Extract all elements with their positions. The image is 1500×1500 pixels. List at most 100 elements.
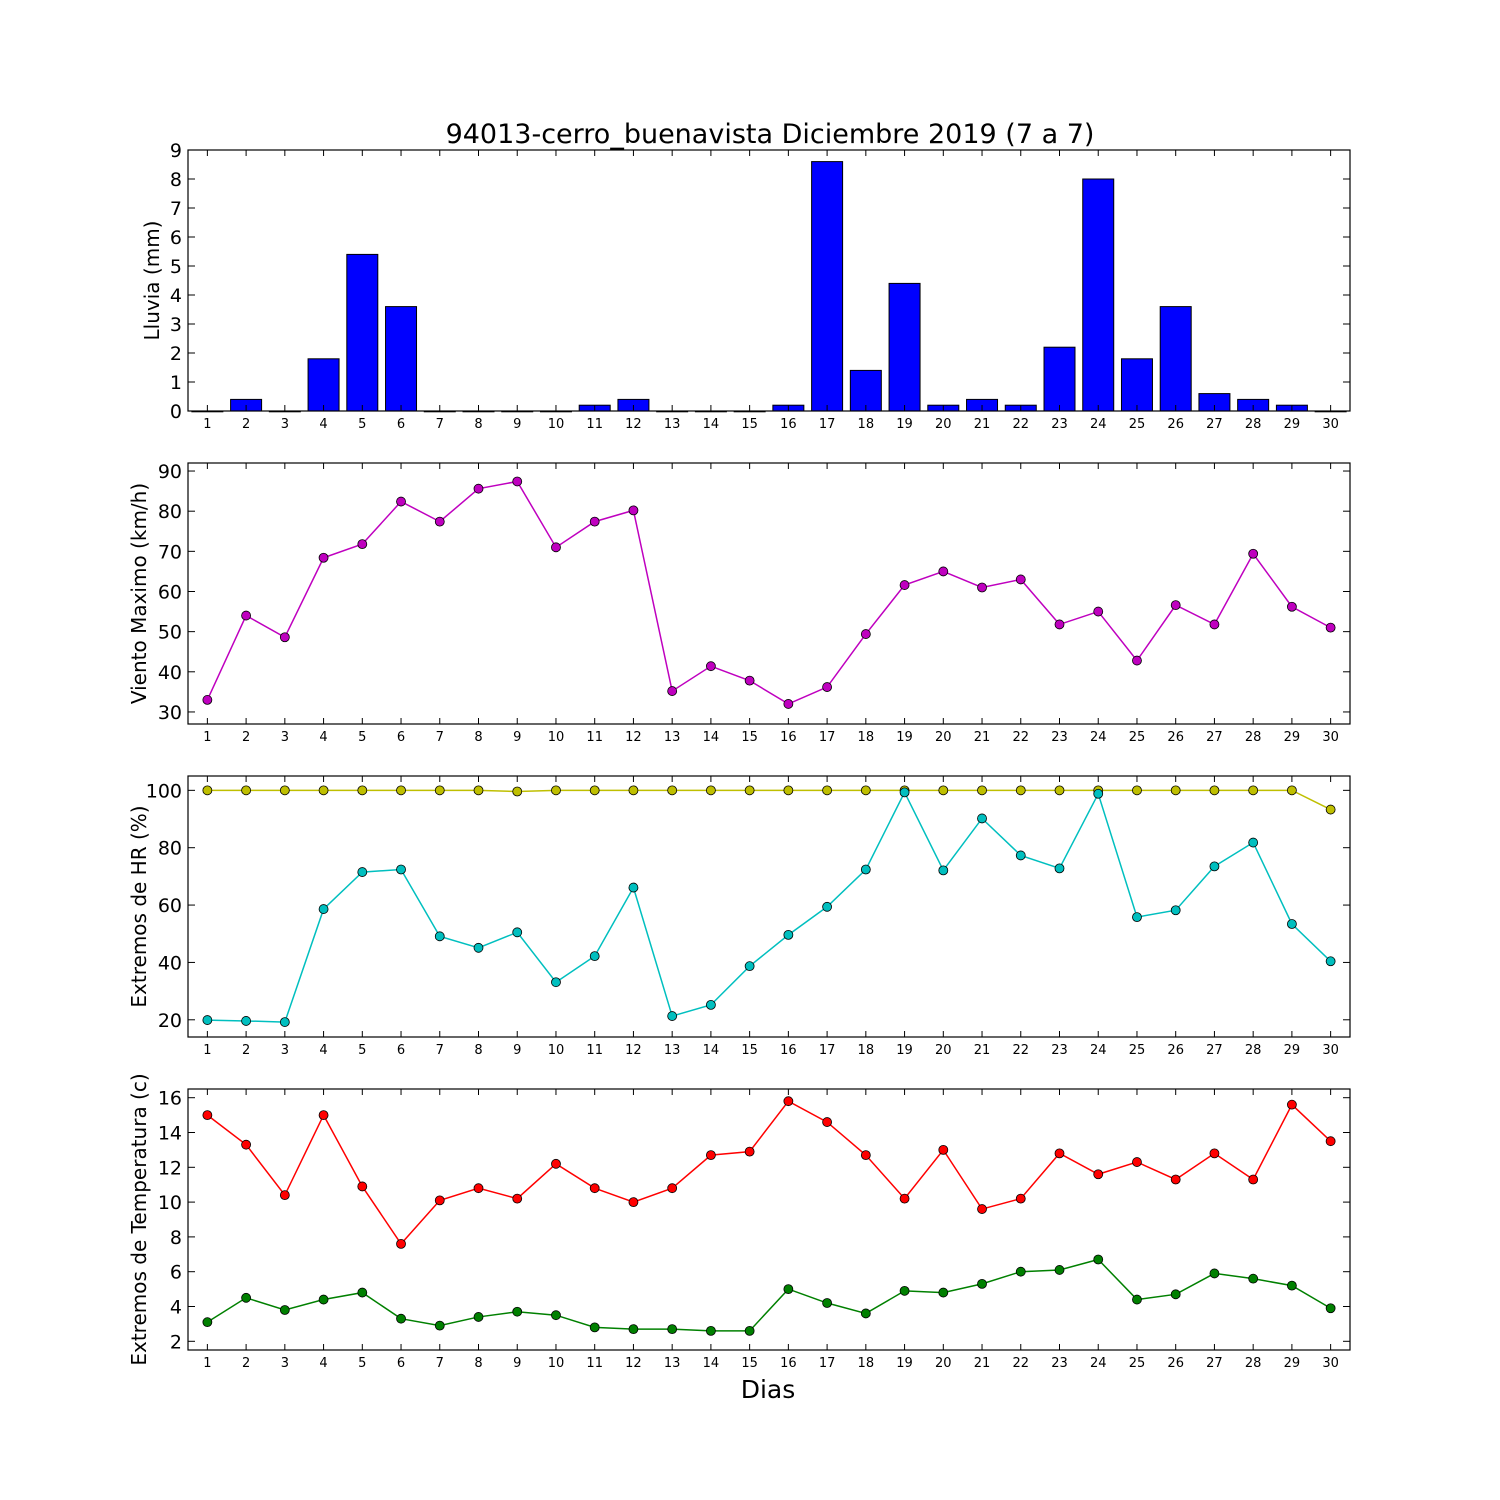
point-s2-day-22 [1015, 850, 1026, 861]
x-tick-label: 8 [474, 1356, 482, 1371]
point-s1-day-21 [977, 785, 987, 796]
point-s1-day-29 [1287, 1099, 1297, 1110]
bar-day-6 [385, 306, 418, 412]
x-tick-label: 26 [1167, 417, 1184, 432]
y-tick-label: 4 [170, 1297, 182, 1319]
y-axis-label: Extremos de Temperatura (c) [127, 1073, 151, 1365]
point-s1-day-26 [1170, 600, 1181, 611]
point-s2-day-7 [434, 931, 445, 942]
x-tick-label: 23 [1051, 417, 1068, 432]
point-s1-day-7 [434, 785, 445, 796]
x-tick-label: 16 [780, 730, 797, 745]
point-s1-day-30 [1325, 804, 1336, 815]
y-tick-label: 60 [158, 581, 182, 603]
x-tick-label: 1 [203, 1043, 211, 1058]
point-s2-day-9 [512, 927, 523, 938]
y-tick-label: 40 [158, 952, 182, 974]
x-tick-label: 11 [586, 1356, 603, 1371]
point-s1-day-6 [396, 496, 406, 507]
point-s1-day-13 [667, 686, 678, 696]
x-tick-label: 27 [1206, 1043, 1223, 1058]
point-s1-day-1 [202, 1110, 213, 1120]
x-tick-label: 12 [625, 1043, 642, 1058]
point-s1-day-23 [1054, 619, 1065, 630]
point-s1-day-15 [744, 785, 755, 796]
y-tick-label: 6 [170, 1262, 182, 1284]
point-s1-day-12 [628, 785, 639, 796]
point-s1-day-3 [279, 632, 290, 643]
point-s1-day-11 [589, 785, 600, 796]
x-tick-label: 23 [1051, 1356, 1068, 1371]
point-s2-day-28 [1248, 837, 1259, 848]
point-s2-day-4 [318, 1294, 329, 1305]
y-tick-label: 9 [170, 140, 182, 162]
x-tick-label: 8 [474, 1043, 482, 1058]
x-tick-label: 19 [896, 1356, 913, 1371]
point-s1-day-7 [434, 1195, 445, 1206]
point-s2-day-29 [1287, 919, 1297, 929]
point-s2-day-9 [512, 1306, 523, 1317]
y-tick-label: 3 [170, 314, 182, 336]
x-tick-label: 14 [703, 730, 720, 745]
point-s1-day-17 [822, 1117, 832, 1127]
point-s1-day-2 [241, 1139, 252, 1150]
x-tick-label: 12 [625, 730, 642, 745]
x-tick-label: 27 [1206, 1356, 1223, 1371]
point-s1-day-23 [1054, 785, 1065, 796]
x-tick-label: 15 [741, 1043, 758, 1058]
x-tick-label: 28 [1245, 1043, 1262, 1058]
point-s2-day-24 [1093, 788, 1104, 799]
point-s2-day-17 [822, 1298, 832, 1308]
x-tick-label: 11 [586, 417, 603, 432]
x-tick-label: 15 [741, 417, 758, 432]
point-s1-day-22 [1015, 785, 1026, 796]
point-s2-day-18 [860, 864, 871, 875]
y-tick-label: 4 [170, 285, 182, 307]
y-tick-label: 8 [170, 169, 182, 191]
point-s1-day-20 [938, 785, 949, 796]
point-s1-day-27 [1209, 785, 1220, 796]
point-s1-day-22 [1015, 1193, 1026, 1204]
y-tick-label: 60 [158, 895, 182, 917]
x-tick-label: 22 [1012, 730, 1029, 745]
y-tick-label: 6 [170, 227, 182, 249]
x-tick-label: 24 [1090, 417, 1107, 432]
point-s1-day-6 [396, 1238, 406, 1249]
x-tick-label: 25 [1129, 1043, 1146, 1058]
point-s1-day-4 [318, 785, 329, 796]
point-s2-day-14 [706, 999, 716, 1010]
x-tick-label: 8 [474, 730, 482, 745]
x-tick-label: 30 [1322, 1043, 1339, 1058]
point-s1-day-8 [473, 1183, 484, 1194]
point-s1-day-12 [628, 505, 639, 516]
point-s1-day-21 [977, 1204, 987, 1214]
point-s1-day-12 [628, 1197, 639, 1207]
point-s1-day-7 [434, 516, 445, 527]
point-s1-day-26 [1170, 785, 1181, 796]
point-s1-day-14 [706, 1150, 716, 1161]
x-tick-label: 18 [858, 1356, 875, 1371]
point-s2-day-25 [1132, 912, 1142, 923]
point-s1-day-28 [1248, 1174, 1259, 1185]
y-tick-label: 80 [158, 501, 182, 523]
y-tick-label: 70 [158, 541, 182, 563]
x-tick-label: 24 [1090, 1043, 1107, 1058]
x-tick-label: 5 [358, 417, 366, 432]
x-tick-label: 28 [1245, 417, 1262, 432]
y-axis-label: Extremos de HR (%) [127, 805, 151, 1007]
x-tick-label: 10 [548, 730, 565, 745]
y-tick-label: 16 [158, 1088, 182, 1110]
x-tick-label: 9 [513, 730, 521, 745]
point-s2-day-3 [279, 1305, 290, 1315]
x-tick-label: 20 [935, 1356, 952, 1371]
plot-frame [187, 462, 1351, 725]
x-tick-label: 4 [319, 1043, 327, 1058]
y-tick-label: 14 [158, 1123, 182, 1145]
x-tick-label: 26 [1167, 1356, 1184, 1371]
point-s2-day-30 [1325, 1303, 1336, 1314]
x-tick-label: 6 [397, 730, 405, 745]
x-tick-label: 21 [974, 730, 991, 745]
x-tick-label: 13 [664, 1356, 681, 1371]
x-tick-label: 6 [397, 417, 405, 432]
